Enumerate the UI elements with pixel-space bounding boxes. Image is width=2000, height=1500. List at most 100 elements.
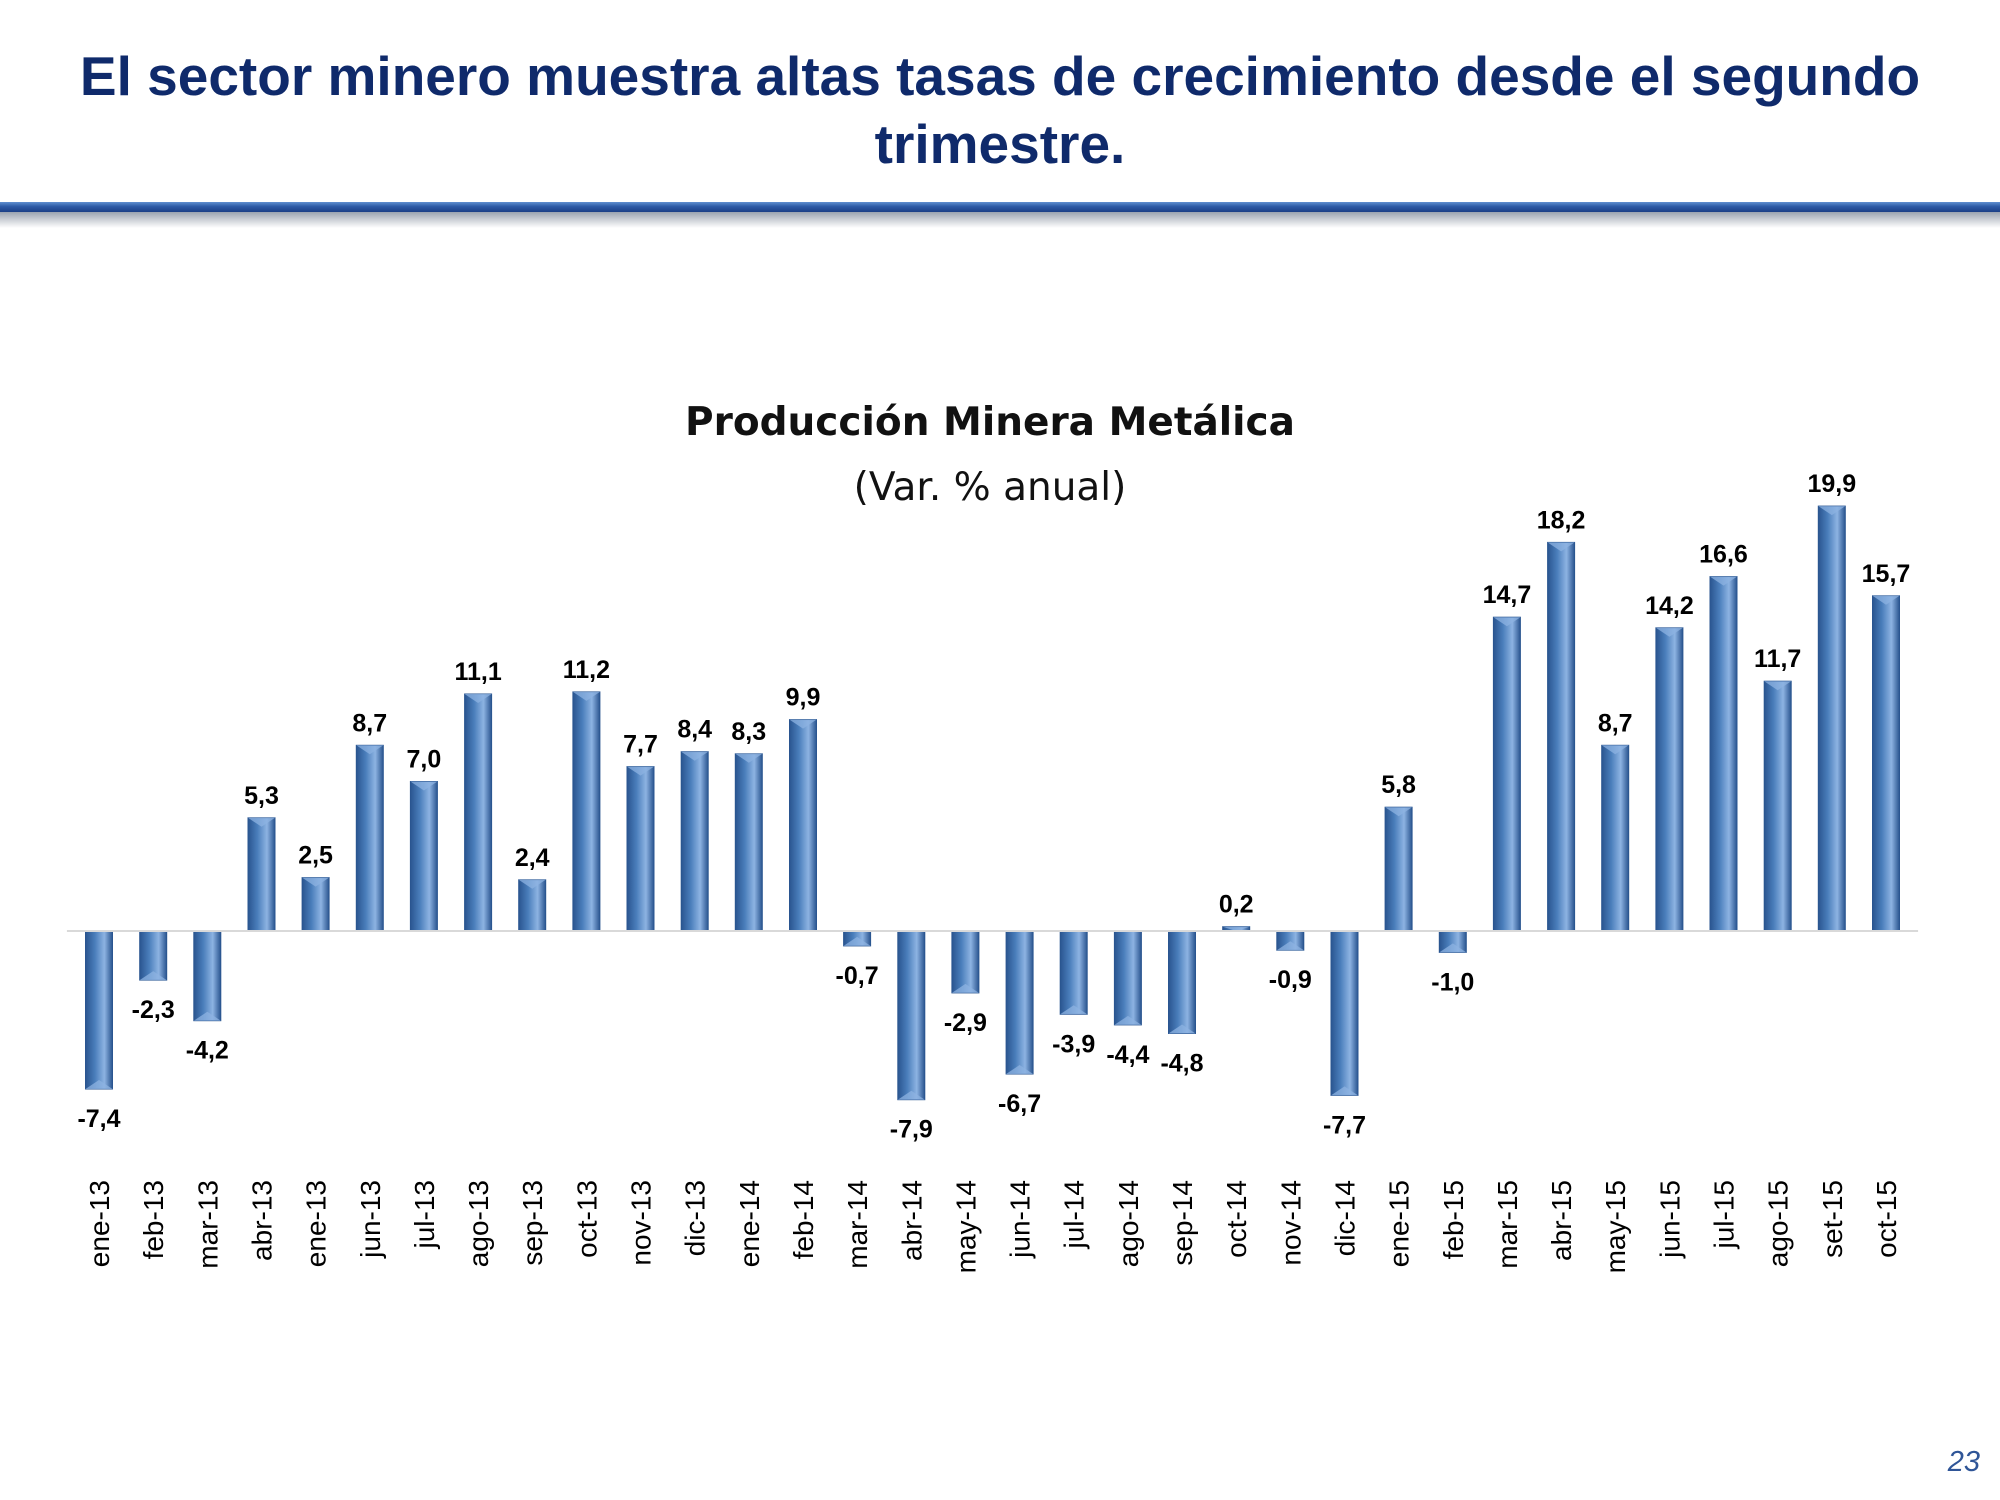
category-axis-labels: ene-13 feb-13 mar-13 abr-13 ene-13 jun-13 jul-… <box>84 1180 1902 1273</box>
bar-cap-1 <box>139 971 167 981</box>
bar-15 <box>897 930 926 1101</box>
bar-9 <box>572 691 601 932</box>
bar-cap-10 <box>627 766 654 776</box>
data-label-18: -3,9 <box>1052 1030 1095 1058</box>
bar-cap-29 <box>1655 627 1683 637</box>
category-label-15: abr-14 <box>896 1180 927 1261</box>
data-label-21: 0,2 <box>1219 891 1254 919</box>
bar-23 <box>1330 930 1359 1096</box>
data-label-32: 19,9 <box>1807 470 1856 498</box>
bar-31 <box>1763 680 1792 932</box>
bar-18 <box>1059 930 1088 1015</box>
bar-cap-2 <box>193 1011 221 1021</box>
category-label-24: ene-15 <box>1384 1180 1415 1267</box>
bar-cap-31 <box>1764 681 1792 691</box>
category-label-1: feb-13 <box>138 1180 169 1259</box>
data-label-26: 14,7 <box>1483 581 1532 609</box>
data-label-17: -6,7 <box>998 1090 1041 1118</box>
bar-cap-21 <box>1222 926 1250 931</box>
category-label-11: dic-13 <box>680 1180 711 1256</box>
category-label-31: ago-15 <box>1763 1180 1794 1267</box>
bar-3 <box>247 817 276 932</box>
bar-cap-4 <box>302 877 330 887</box>
category-label-8: sep-13 <box>517 1180 548 1266</box>
category-label-16: may-14 <box>950 1180 981 1273</box>
category-label-21: oct-14 <box>1221 1180 1252 1258</box>
category-label-0: ene-13 <box>84 1180 115 1267</box>
data-label-3: 5,3 <box>244 782 279 810</box>
category-label-25: feb-15 <box>1438 1180 1469 1259</box>
bar-6 <box>409 781 438 932</box>
bar-20 <box>1168 930 1196 1034</box>
bar-cap-23 <box>1331 1086 1358 1096</box>
category-label-30: jul-15 <box>1709 1180 1740 1249</box>
bar-13 <box>789 719 817 932</box>
bar-cap-24 <box>1385 807 1413 817</box>
bar-17 <box>1005 930 1034 1075</box>
bars-layer <box>85 505 1900 1101</box>
bar-cap-22 <box>1276 941 1304 951</box>
bar-2 <box>193 930 222 1022</box>
data-label-13: 9,9 <box>786 684 821 712</box>
category-label-2: mar-13 <box>192 1180 223 1269</box>
bar-cap-28 <box>1601 745 1629 755</box>
bar-27 <box>1547 541 1576 932</box>
bar-cap-14 <box>843 936 871 946</box>
category-label-28: may-15 <box>1600 1180 1631 1273</box>
data-label-25: -1,0 <box>1431 968 1474 996</box>
data-label-28: 8,7 <box>1598 709 1633 737</box>
data-label-31: 11,7 <box>1754 645 1801 673</box>
data-label-14: -0,7 <box>836 962 879 990</box>
bar-cap-19 <box>1114 1015 1142 1025</box>
bar-cap-7 <box>464 694 492 703</box>
data-label-23: -7,7 <box>1323 1111 1366 1139</box>
category-label-10: nov-13 <box>626 1180 657 1266</box>
bar-12 <box>734 753 763 932</box>
bar-19 <box>1113 930 1142 1026</box>
category-label-9: oct-13 <box>571 1180 602 1258</box>
category-label-14: mar-14 <box>842 1180 873 1269</box>
data-label-27: 18,2 <box>1537 506 1586 534</box>
bar-24 <box>1384 806 1413 932</box>
data-label-8: 2,4 <box>515 844 550 872</box>
bar-5 <box>355 744 384 932</box>
data-label-19: -4,4 <box>1106 1041 1149 1069</box>
category-label-33: oct-15 <box>1871 1180 1902 1258</box>
data-label-1: -2,3 <box>132 996 175 1024</box>
bar-cap-16 <box>951 983 979 993</box>
bar-cap-9 <box>572 691 600 701</box>
bar-11 <box>680 751 709 932</box>
bar-cap-27 <box>1547 542 1575 552</box>
title-divider-shadow <box>0 212 2000 228</box>
category-label-29: jun-15 <box>1654 1180 1685 1259</box>
bar-28 <box>1601 744 1630 932</box>
data-label-7: 11,1 <box>454 658 501 686</box>
category-label-5: jun-13 <box>355 1180 386 1259</box>
data-label-6: 7,0 <box>407 746 442 774</box>
category-label-32: set-15 <box>1817 1180 1848 1258</box>
bar-cap-30 <box>1710 576 1737 586</box>
data-label-12: 8,3 <box>731 718 766 746</box>
category-label-17: jun-14 <box>1005 1180 1036 1259</box>
data-label-33: 15,7 <box>1862 560 1911 588</box>
data-labels-layer: -7,4 -2,3 -4,2 5,3 2,5 8,7 7,0 11,1 2,4 11,2 7,7 8,… <box>77 470 1910 1144</box>
bar-cap-25 <box>1439 943 1467 953</box>
bar-26 <box>1492 616 1521 932</box>
data-label-9: 11,2 <box>563 656 610 684</box>
data-label-4: 2,5 <box>298 842 333 870</box>
data-label-20: -4,8 <box>1160 1050 1203 1078</box>
category-label-3: abr-13 <box>247 1180 278 1261</box>
chart-title: Producción Minera Metálica <box>685 400 1295 445</box>
category-label-13: feb-14 <box>788 1180 819 1259</box>
data-label-5: 8,7 <box>352 709 387 737</box>
bar-cap-20 <box>1168 1024 1196 1034</box>
bar-cap-13 <box>789 719 817 729</box>
bar-cap-0 <box>85 1080 113 1089</box>
category-label-4: ene-13 <box>301 1180 332 1267</box>
category-label-26: mar-15 <box>1492 1180 1523 1269</box>
data-label-30: 16,6 <box>1699 541 1748 569</box>
category-label-6: jul-13 <box>409 1180 440 1249</box>
category-label-22: nov-14 <box>1275 1180 1306 1266</box>
category-label-23: dic-14 <box>1330 1180 1361 1256</box>
bar-cap-15 <box>897 1090 925 1100</box>
